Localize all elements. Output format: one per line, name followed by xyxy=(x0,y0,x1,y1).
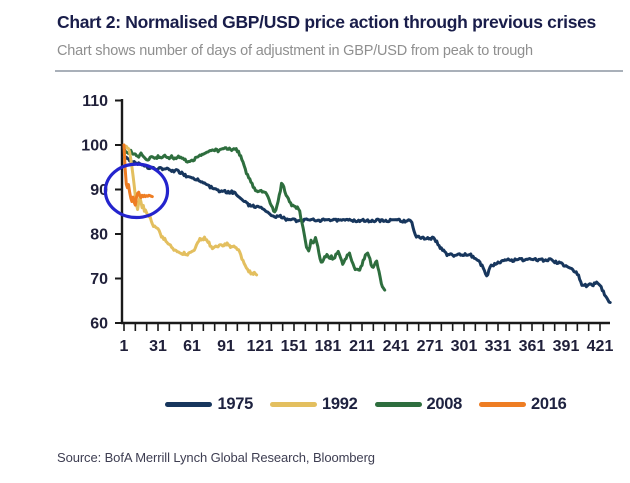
y-tick-label: 100 xyxy=(81,138,108,155)
chart-legend: 1975 1992 2008 2016 xyxy=(124,392,608,416)
y-tick-label: 90 xyxy=(90,182,108,199)
line-swatch-1975-icon xyxy=(165,401,213,407)
series-line-2008 xyxy=(122,146,387,292)
highlight-circle-annotation xyxy=(103,162,170,220)
chart-subtitle: Chart shows number of days of adjustment… xyxy=(57,43,533,59)
y-tick-label: 110 xyxy=(82,93,108,110)
x-tick-label: 181 xyxy=(315,338,342,355)
x-tick-label: 361 xyxy=(519,338,546,355)
gbpusd-line-chart: 60 70 80 90 100 110 1 31 61 91 121 151 181 211 241 271 3… xyxy=(81,93,614,355)
y-tick-label: 60 xyxy=(90,316,108,333)
source-note: Source: BofA Merrill Lynch Global Resear… xyxy=(57,450,375,465)
x-tick-label: 241 xyxy=(383,338,410,355)
y-tick-label: 80 xyxy=(90,227,108,244)
x-tick-label: 331 xyxy=(485,338,512,355)
header-divider xyxy=(55,70,623,72)
x-tick-label: 391 xyxy=(553,338,580,355)
series-line-1975 xyxy=(122,155,612,304)
x-tick-label: 271 xyxy=(417,338,444,355)
legend-label-1992: 1992 xyxy=(321,394,358,413)
line-swatch-1992-icon xyxy=(269,401,317,407)
x-tick-label: 1 xyxy=(120,338,129,355)
line-swatch-2008-icon xyxy=(374,401,422,407)
x-tick-label: 91 xyxy=(217,338,235,355)
x-tick-label: 31 xyxy=(149,338,167,355)
x-tick-label: 151 xyxy=(281,338,308,355)
x-tick-label: 211 xyxy=(349,338,375,355)
series-line-1992 xyxy=(122,143,259,277)
legend-item-2008: 2008 xyxy=(374,394,463,414)
legend-item-1975: 1975 xyxy=(165,395,253,414)
x-tick-label: 61 xyxy=(183,338,201,355)
x-tick-label: 301 xyxy=(451,338,478,355)
legend-item-2016: 2016 xyxy=(479,395,567,414)
legend-label-2016: 2016 xyxy=(531,394,567,413)
legend-label-1975: 1975 xyxy=(217,394,253,413)
line-swatch-2016-icon xyxy=(479,401,527,407)
chart-area: 60 70 80 90 100 110 1 31 61 91 121 151 181 211 241 271 3… xyxy=(0,78,630,378)
x-tick-label: 421 xyxy=(587,338,614,355)
series-line-2016 xyxy=(122,143,154,207)
x-tick-label: 121 xyxy=(247,338,274,355)
legend-item-1992: 1992 xyxy=(269,394,358,414)
legend-label-2008: 2008 xyxy=(426,394,463,413)
y-tick-label: 70 xyxy=(90,271,108,288)
chart-title: Chart 2: Normalised GBP/USD price action… xyxy=(57,12,596,32)
